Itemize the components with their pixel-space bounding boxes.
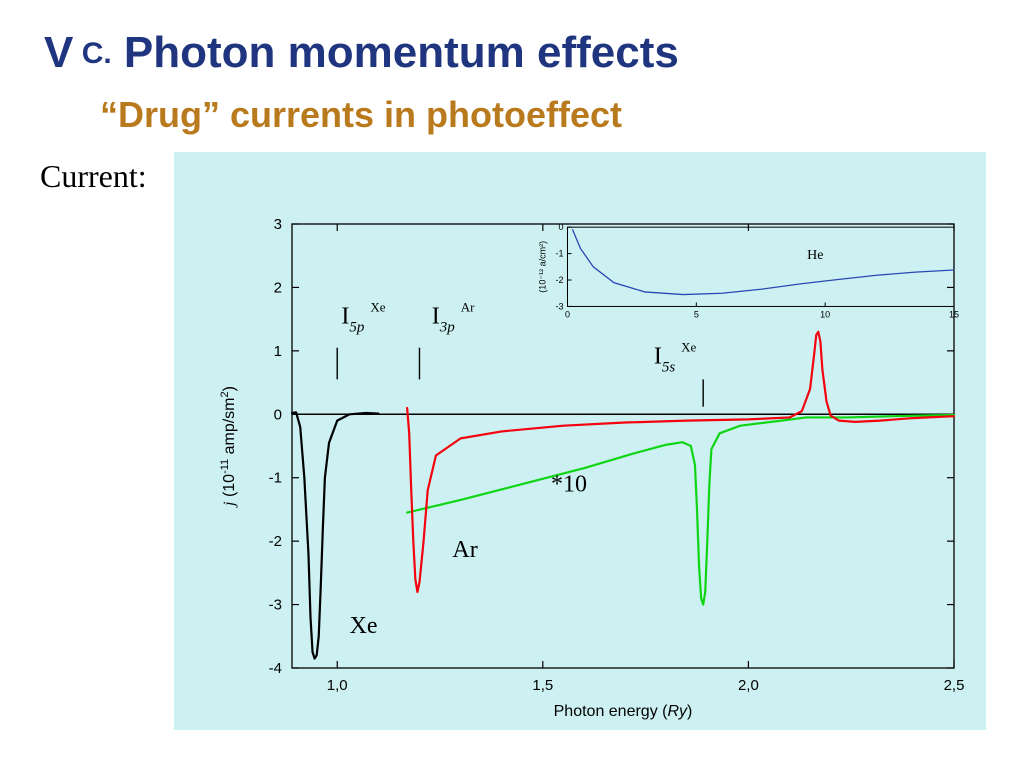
svg-text:0: 0 <box>565 309 570 319</box>
svg-text:j (10-11 amp/sm2): j (10-11 amp/sm2) <box>219 386 238 508</box>
svg-text:Photon energy (Ry): Photon energy (Ry) <box>554 703 693 720</box>
svg-text:(10⁻¹² a/cm²): (10⁻¹² a/cm²) <box>537 241 547 293</box>
slide-title: V C. Photon momentum effects <box>44 28 679 78</box>
svg-text:1,0: 1,0 <box>327 677 348 694</box>
svg-text:I5pXe: I5pXe <box>341 300 385 336</box>
svg-text:I3pAr: I3pAr <box>432 300 475 336</box>
chart-svg: -4 -3 -2 -1 0 1 2 3 1,0 1,5 2,0 2,5 Photon energy (R… <box>174 152 986 730</box>
svg-text:0: 0 <box>558 222 563 232</box>
svg-text:1,5: 1,5 <box>532 677 553 694</box>
svg-text:1: 1 <box>274 343 282 360</box>
svg-text:Ar: Ar <box>452 537 477 563</box>
svg-text:3: 3 <box>274 216 282 233</box>
slide-subtitle: “Drug” currents in photoeffect <box>100 94 622 136</box>
current-label: Current: <box>40 158 147 195</box>
svg-text:10: 10 <box>820 309 830 319</box>
svg-text:-1: -1 <box>269 470 282 487</box>
svg-text:15: 15 <box>949 309 959 319</box>
svg-text:-3: -3 <box>269 597 282 614</box>
svg-text:-4: -4 <box>269 660 282 677</box>
title-part-c: C. <box>73 37 111 70</box>
svg-text:5: 5 <box>694 309 699 319</box>
svg-text:-2: -2 <box>269 533 282 550</box>
svg-text:2: 2 <box>274 279 282 296</box>
svg-text:-2: -2 <box>555 275 563 285</box>
svg-text:2,0: 2,0 <box>738 677 759 694</box>
svg-text:*10: *10 <box>551 472 587 498</box>
svg-text:-3: -3 <box>555 301 563 311</box>
title-part-v: V <box>44 28 73 77</box>
svg-text:-1: -1 <box>555 249 563 259</box>
svg-text:I5sXe: I5sXe <box>654 340 697 376</box>
svg-text:0: 0 <box>274 406 282 423</box>
slide: V C. Photon momentum effects “Drug” curr… <box>0 0 1024 768</box>
title-rest: Photon momentum effects <box>112 28 679 77</box>
svg-text:He: He <box>807 248 823 263</box>
chart-container: -4 -3 -2 -1 0 1 2 3 1,0 1,5 2,0 2,5 Photon energy (R… <box>174 152 986 730</box>
svg-text:Xe: Xe <box>350 613 378 639</box>
svg-text:2,5: 2,5 <box>944 677 965 694</box>
